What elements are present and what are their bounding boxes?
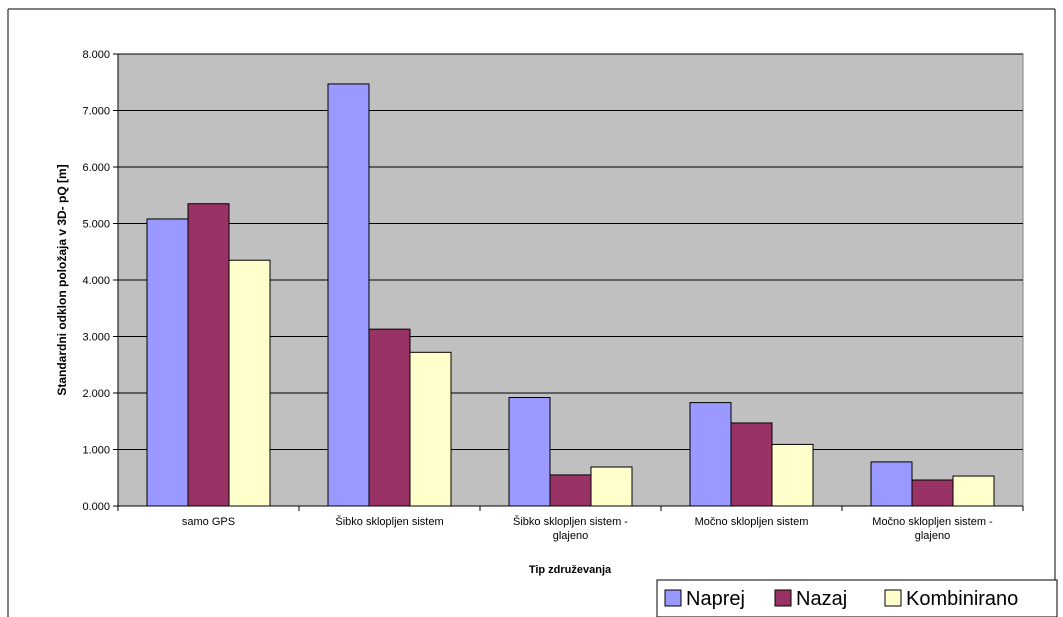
legend-swatch (664, 589, 682, 607)
x-tick-label: glajeno (553, 530, 588, 542)
x-tick-label: Šibko sklopljen sistem - (513, 515, 628, 528)
y-tick-label: 0.000 (82, 501, 110, 513)
bar (911, 479, 954, 507)
bar (730, 422, 773, 507)
bar (771, 443, 814, 507)
x-tick-label: Močno sklopljen sistem - (872, 516, 993, 528)
bar (409, 351, 452, 507)
y-axis-title: Standardni odklon položaja v 3D- pQ [m] (55, 164, 69, 395)
x-tick-label: glajeno (915, 530, 950, 542)
legend-swatch (774, 589, 792, 607)
axes-group (113, 53, 1024, 511)
y-tick-labels: 0.000 1.000 2.000 3.000 4.000 5.000 6.000 7.000… (82, 49, 110, 513)
y-tick-label: 1.000 (82, 445, 110, 457)
bar (952, 475, 995, 507)
bar (146, 218, 189, 507)
y-tick-label: 8.000 (82, 49, 110, 61)
x-axis-title: Tip združevanja (529, 564, 612, 576)
legend-swatch (884, 589, 902, 607)
bar (368, 328, 411, 507)
bar (870, 461, 913, 507)
legend-items: Naprej Nazaj Kombinirano (664, 588, 1018, 610)
y-tick-label: 5.000 (82, 219, 110, 231)
bar (508, 397, 551, 507)
bar (327, 83, 370, 507)
x-tick-labels: samo GPS Šibko sklopljen sistem Šibko sklo… (182, 515, 993, 542)
legend-box (656, 579, 1058, 617)
y-tick-label: 4.000 (82, 275, 110, 287)
legend-label: Kombinirano (906, 588, 1018, 610)
bar (187, 203, 230, 507)
legend-label: Nazaj (796, 588, 847, 610)
x-tick-label: Močno sklopljen sistem (695, 516, 809, 528)
y-tick-label: 7.000 (82, 106, 110, 118)
legend: Naprej Nazaj Kombinirano (656, 579, 1058, 617)
x-tick-label: samo GPS (182, 516, 235, 528)
y-tick-label: 6.000 (82, 162, 110, 174)
legend-label: Naprej (686, 588, 745, 610)
y-tick-label: 2.000 (82, 388, 110, 400)
bar (689, 402, 732, 507)
y-tick-label: 3.000 (82, 332, 110, 344)
bars-group (146, 83, 995, 507)
bar (228, 259, 271, 507)
bar (549, 474, 592, 507)
x-tick-label: Šibko sklopljen sistem (335, 515, 443, 528)
bar (590, 466, 633, 507)
